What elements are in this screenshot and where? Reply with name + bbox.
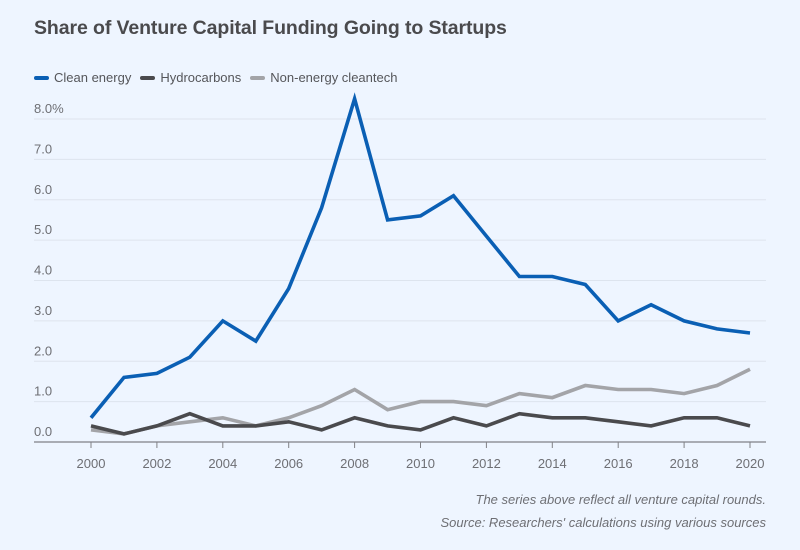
x-tick-label: 2004: [208, 456, 237, 471]
y-tick-label: 8.0%: [34, 101, 64, 116]
legend-item-non-energy-cleantech: Non-energy cleantech: [250, 70, 397, 85]
legend-label-non-energy-cleantech: Non-energy cleantech: [270, 70, 398, 85]
x-tick-label: 2008: [340, 456, 369, 471]
legend-swatch-non-energy-cleantech: [250, 75, 266, 80]
y-tick-label: 4.0: [34, 263, 52, 278]
legend-swatch-hydrocarbons: [140, 75, 156, 80]
y-tick-label: 6.0: [34, 182, 52, 197]
chart-source: Source: Researchers' calculations using …: [440, 515, 766, 530]
x-tick-label: 2018: [670, 456, 699, 471]
legend-swatch-clean-energy: [34, 75, 49, 80]
y-tick-label: 3.0: [34, 303, 52, 318]
x-tick-label: 2000: [77, 456, 106, 471]
x-tick-label: 2016: [604, 456, 633, 471]
legend-label-clean-energy: Clean energy: [54, 70, 132, 85]
x-tick-label: 2002: [142, 456, 171, 471]
x-tick-label: 2006: [274, 456, 303, 471]
x-tick-label: 2010: [406, 456, 435, 471]
y-tick-label: 0.0: [34, 424, 52, 439]
x-tick-label: 2012: [472, 456, 501, 471]
chart-note: The series above reflect all venture cap…: [475, 492, 767, 507]
y-tick-label: 2.0: [34, 343, 52, 358]
legend-label-hydrocarbons: Hydrocarbons: [160, 70, 242, 85]
y-tick-label: 7.0: [34, 141, 52, 156]
chart-title: Share of Venture Capital Funding Going t…: [34, 17, 507, 39]
series-line-clean-energy: [89, 92, 751, 419]
y-tick-label: 5.0: [34, 222, 52, 237]
series-line-hydrocarbons: [90, 411, 751, 436]
x-tick-label: 2014: [538, 456, 567, 471]
legend-item-hydrocarbons: Hydrocarbons: [140, 70, 241, 85]
legend-item-clean-energy: Clean energy: [34, 70, 131, 85]
y-tick-label: 1.0: [34, 384, 52, 399]
x-tick-label: 2020: [736, 456, 765, 471]
series-line-non-energy-cleantech: [90, 367, 751, 436]
legend: Clean energy Hydrocarbons Non-energy cle…: [34, 70, 406, 85]
